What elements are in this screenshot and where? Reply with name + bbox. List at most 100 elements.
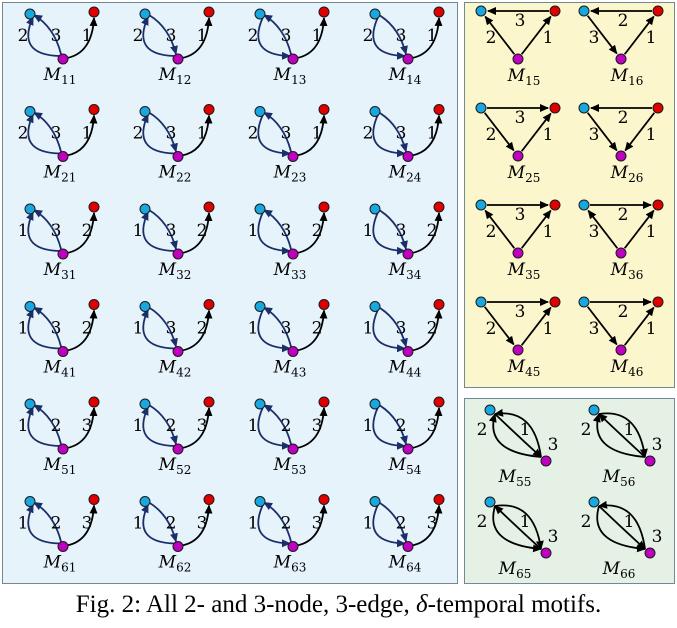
motif-label: M33 [273, 260, 307, 282]
edge-1 [586, 112, 618, 152]
motif-label: M31 [43, 260, 77, 282]
edge-2 [520, 112, 552, 152]
blue-node [254, 106, 266, 117]
edge-straight [494, 413, 542, 458]
edge-2 [624, 112, 656, 152]
blue-node [24, 8, 36, 20]
edge-inner [378, 111, 408, 153]
edge-to-red [66, 504, 98, 547]
edge-label: 1 [197, 26, 208, 46]
edge-2 [520, 306, 552, 346]
red-node [318, 494, 330, 505]
two-three-node-motif-panel [2, 2, 458, 584]
magenta-node [172, 53, 184, 65]
edge-label: 1 [248, 514, 259, 534]
magenta-node [287, 541, 299, 552]
edge-label: 3 [281, 124, 292, 144]
edge-to-red [411, 212, 443, 254]
edge-inner [148, 111, 178, 153]
edge-inner [148, 209, 178, 250]
caption-prefix: Fig. 2: All 2- and 3-node, 3-edge, [75, 591, 417, 618]
red-node [203, 299, 215, 310]
blue-node [24, 106, 36, 117]
edge-label: 3 [82, 416, 93, 436]
magenta-node [402, 151, 414, 162]
edge-straight [598, 413, 646, 458]
edge-lower-arc [592, 413, 646, 458]
edge-inner [378, 14, 408, 55]
edge-to-red [296, 17, 328, 59]
magenta-node [57, 151, 69, 162]
two-node-motif-panel [464, 398, 675, 584]
magenta-node [512, 53, 524, 65]
edge-label: 2 [51, 416, 62, 436]
blue-node [484, 404, 496, 416]
edge-label: 1 [312, 26, 323, 46]
blue-node [254, 496, 266, 507]
red-node [203, 396, 215, 408]
edge-lower-arc [596, 505, 646, 553]
magenta-node [172, 346, 184, 357]
red-node [318, 201, 330, 213]
magenta-node [172, 248, 184, 260]
edge-outer [257, 16, 291, 60]
edge-label: 3 [281, 221, 292, 241]
edge-label: 2 [248, 26, 259, 46]
edge-to-red [181, 309, 213, 352]
edge-inner [33, 209, 62, 250]
red-node [88, 104, 100, 115]
motif-label: M62 [158, 553, 192, 575]
blue-node [578, 102, 590, 114]
edge-label: 2 [363, 26, 374, 46]
red-node [88, 299, 100, 310]
edge-label: 2 [486, 28, 497, 48]
magenta-node [402, 541, 414, 552]
edge-label: 3 [515, 108, 526, 128]
edge-outer [141, 113, 176, 155]
edge-inner [263, 404, 292, 445]
edge-to-red [296, 114, 328, 157]
edge-label: 2 [18, 26, 29, 46]
edge-label: 1 [543, 222, 554, 242]
blue-node [139, 106, 151, 117]
edge-label: 2 [51, 514, 62, 534]
edge-label: 2 [82, 319, 93, 339]
motif-label: M64 [388, 553, 422, 575]
blue-node [475, 199, 487, 211]
edge-outer [372, 211, 406, 255]
edge-label: 2 [166, 416, 177, 436]
edge-label: 1 [18, 416, 29, 436]
blue-node [578, 296, 590, 308]
blue-node [139, 301, 151, 312]
edge-inner [148, 404, 178, 445]
blue-node [254, 203, 266, 215]
red-node [549, 102, 561, 114]
blue-node [139, 203, 151, 215]
edge-label: 1 [646, 125, 657, 145]
edge-straight [598, 505, 646, 550]
magenta-node [57, 53, 69, 65]
red-node [549, 296, 561, 308]
edge-label: 2 [486, 319, 497, 339]
magenta-node [615, 53, 627, 65]
edge-1 [483, 112, 515, 152]
edge-label: 1 [133, 514, 144, 534]
edge-label: 3 [396, 221, 407, 241]
magenta-node [57, 541, 69, 552]
red-node [203, 201, 215, 213]
red-node [549, 199, 561, 211]
edge-inner [378, 501, 408, 543]
edge-label: 2 [197, 221, 208, 241]
edge-to-red [411, 407, 443, 449]
